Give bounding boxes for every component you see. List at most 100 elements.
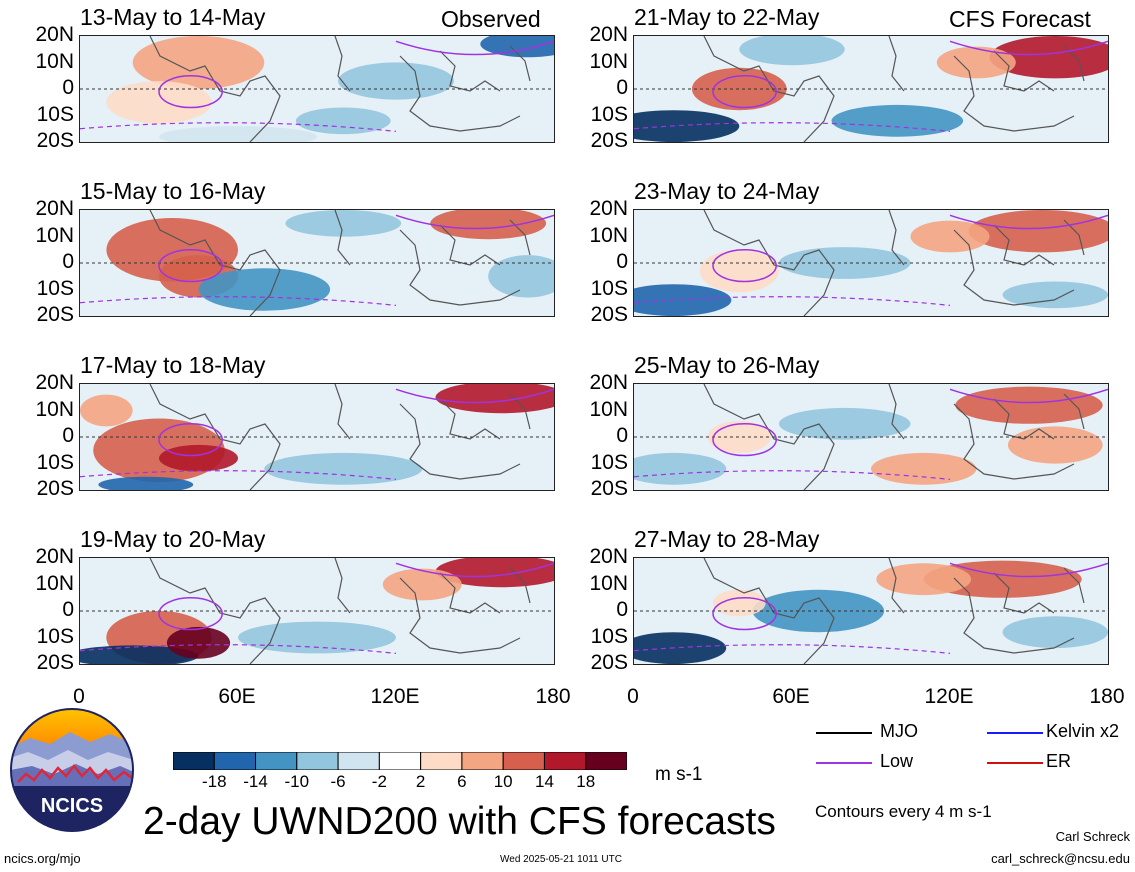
colorbar-bin bbox=[420, 751, 463, 771]
panel-title: 17-May to 18-May bbox=[80, 352, 266, 378]
lat-label: 10S bbox=[590, 450, 628, 474]
main-title: 2-day UWND200 with CFS forecasts bbox=[143, 800, 776, 843]
footer-email[interactable]: carl_schreck@ncsu.edu bbox=[991, 851, 1130, 866]
lat-label: 0 bbox=[62, 76, 74, 99]
lat-label: 0 bbox=[616, 250, 628, 273]
map-panel-forecast-2 bbox=[633, 209, 1109, 317]
colorbar-bin bbox=[378, 751, 422, 771]
lon-label: 60E bbox=[772, 685, 810, 708]
panel-title: 15-May to 16-May bbox=[80, 178, 266, 204]
lat-label: 0 bbox=[616, 598, 628, 621]
lat-label: 10S bbox=[36, 450, 74, 474]
lat-label: 20S bbox=[36, 129, 74, 152]
panel-title: 23-May to 24-May bbox=[634, 178, 820, 204]
panel-title: 13-May to 14-May bbox=[80, 4, 266, 30]
colorbar-tick-label: -10 bbox=[284, 772, 310, 791]
observed-label: Observed bbox=[441, 6, 541, 32]
map-panel-forecast-3 bbox=[633, 383, 1109, 491]
lat-label: 10N bbox=[35, 397, 74, 421]
lon-label: 120E bbox=[370, 685, 420, 708]
map-panel-observed-3 bbox=[79, 383, 555, 491]
lon-label: 120E bbox=[924, 685, 974, 708]
colorbar-bin bbox=[585, 751, 628, 771]
panel-title: 21-May to 22-May bbox=[634, 4, 820, 30]
lat-label: 10N bbox=[589, 571, 628, 595]
lat-label: 20N bbox=[589, 545, 628, 568]
lat-label: 20S bbox=[590, 477, 628, 500]
lat-label: 10N bbox=[35, 49, 74, 73]
legend-label-kelvin: Kelvin x2 bbox=[1046, 721, 1120, 741]
map-panel-observed-2 bbox=[79, 209, 555, 317]
colorbar-bin bbox=[543, 751, 587, 771]
lat-label: 10N bbox=[589, 397, 628, 421]
lat-label: 10S bbox=[590, 276, 628, 300]
lat-label: 10N bbox=[589, 49, 628, 73]
lat-label: 10N bbox=[35, 223, 74, 247]
lat-label: 20N bbox=[35, 371, 74, 394]
lat-label: 20S bbox=[590, 129, 628, 152]
panel-title: 19-May to 20-May bbox=[80, 526, 266, 552]
legend-swatch-mjo bbox=[816, 732, 872, 734]
map-panel-forecast-4 bbox=[633, 557, 1109, 665]
panel-title: 25-May to 26-May bbox=[634, 352, 820, 378]
map-panel-observed-1 bbox=[79, 35, 555, 143]
colorbar-bin bbox=[502, 751, 545, 771]
lat-label: 20S bbox=[590, 303, 628, 326]
colorbar-tick-label: -14 bbox=[243, 772, 268, 791]
colorbar-bin bbox=[296, 751, 339, 771]
lat-label: 20N bbox=[35, 23, 74, 46]
lat-label: 20S bbox=[590, 651, 628, 674]
lat-label: 10N bbox=[589, 223, 628, 247]
legend-label-er: ER bbox=[1046, 751, 1072, 771]
lat-label: 0 bbox=[616, 76, 628, 99]
lat-label: 20S bbox=[36, 477, 74, 500]
lat-label: 20N bbox=[589, 197, 628, 220]
colorbar-tick-label: 2 bbox=[415, 772, 426, 791]
legend-label-low: Low bbox=[880, 751, 914, 771]
lat-label: 0 bbox=[62, 250, 74, 273]
colorbar-bin bbox=[461, 751, 504, 771]
cfs-forecast-label: CFS Forecast bbox=[949, 6, 1091, 32]
lon-label: 180 bbox=[535, 685, 571, 708]
colorbar-bin bbox=[213, 751, 257, 771]
colorbar-bin bbox=[337, 751, 380, 771]
lat-label: 20N bbox=[35, 197, 74, 220]
legend-swatch-er bbox=[987, 762, 1043, 764]
lat-label: 10S bbox=[36, 276, 74, 300]
lon-label: 60E bbox=[218, 685, 256, 708]
colorbar-tick-label: 18 bbox=[576, 772, 596, 791]
colorbar-tick-label: -18 bbox=[201, 772, 227, 791]
legend-swatch-kelvin bbox=[987, 732, 1043, 734]
lat-label: 20S bbox=[36, 651, 74, 674]
lon-label: 0 bbox=[73, 685, 85, 708]
colorbar bbox=[172, 751, 628, 771]
footer-url[interactable]: ncics.org/mjo bbox=[4, 851, 81, 866]
footer-timestamp: Wed 2025-05-21 1011 UTC bbox=[500, 854, 622, 865]
logo-text: NCICS bbox=[41, 795, 103, 817]
map-panel-observed-4 bbox=[79, 557, 555, 665]
colorbar-bin bbox=[255, 751, 298, 771]
lat-label: 10S bbox=[36, 624, 74, 648]
colorbar-tick-label: 6 bbox=[457, 772, 467, 791]
lon-label: 0 bbox=[627, 685, 639, 708]
panel-title: 27-May to 28-May bbox=[634, 526, 820, 552]
lat-label: 20N bbox=[35, 545, 74, 568]
colorbar-tick-label: -6 bbox=[330, 772, 346, 791]
lat-label: 20N bbox=[589, 23, 628, 46]
lat-label: 20S bbox=[36, 303, 74, 326]
colorbar-bin bbox=[172, 751, 215, 771]
lat-label: 20N bbox=[589, 371, 628, 394]
footer-author: Carl Schreck bbox=[1055, 829, 1130, 844]
map-panel-forecast-1 bbox=[633, 35, 1109, 143]
lat-label: 10S bbox=[36, 102, 74, 126]
colorbar-tick-label: 14 bbox=[534, 772, 554, 791]
colorbar-tick-label: 10 bbox=[493, 772, 513, 791]
lat-label: 0 bbox=[616, 424, 628, 447]
lat-label: 10S bbox=[590, 102, 628, 126]
contour-note: Contours every 4 m s-1 bbox=[815, 802, 992, 821]
colorbar-units: m s-1 bbox=[655, 764, 703, 785]
lon-label: 180 bbox=[1089, 685, 1125, 708]
lat-label: 10S bbox=[590, 624, 628, 648]
ncics-logo: NCICS bbox=[10, 708, 134, 832]
lat-label: 10N bbox=[35, 571, 74, 595]
